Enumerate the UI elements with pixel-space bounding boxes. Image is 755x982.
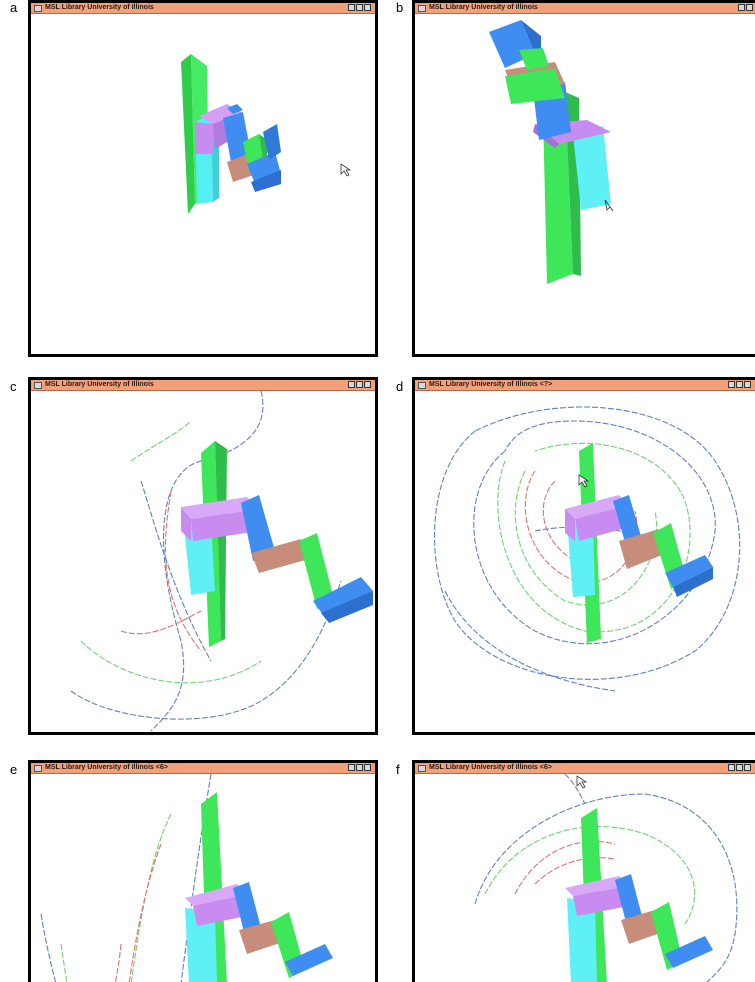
window-a[interactable]: MSL Library University of Illinois bbox=[28, 0, 378, 357]
maximize-icon[interactable] bbox=[746, 4, 753, 11]
window-title: MSL Library University of Illinois bbox=[45, 4, 154, 11]
window-title: MSL Library University of Illinois <6> bbox=[45, 764, 168, 771]
minimize-icon[interactable] bbox=[738, 4, 745, 11]
title-bar[interactable]: MSL Library University of Illinois <?> bbox=[415, 380, 755, 391]
system-menu-icon[interactable] bbox=[34, 5, 42, 12]
robot-arm-scene[interactable] bbox=[31, 391, 375, 735]
robot-arm-scene[interactable] bbox=[415, 391, 755, 735]
title-bar[interactable]: MSL Library University of Illinois bbox=[31, 3, 375, 14]
window-b[interactable]: MSL Library University of Illinois bbox=[412, 0, 755, 357]
pointer-cursor-icon bbox=[578, 474, 590, 488]
window-c[interactable]: MSL Library University of Illinois bbox=[28, 377, 378, 735]
title-bar[interactable]: MSL Library University of Illinois bbox=[31, 380, 375, 391]
panel-label-e: e bbox=[10, 762, 18, 777]
panel-label-d: d bbox=[396, 379, 404, 394]
maximize-icon[interactable] bbox=[736, 381, 743, 388]
close-icon[interactable] bbox=[364, 4, 371, 11]
system-menu-icon[interactable] bbox=[418, 765, 426, 772]
minimize-icon[interactable] bbox=[348, 764, 355, 771]
minimize-icon[interactable] bbox=[348, 381, 355, 388]
maximize-icon[interactable] bbox=[356, 4, 363, 11]
title-bar[interactable]: MSL Library University of Illinois <6> bbox=[415, 763, 755, 774]
pointer-cursor-icon bbox=[604, 199, 614, 212]
close-icon[interactable] bbox=[364, 764, 371, 771]
window-d[interactable]: MSL Library University of Illinois <?> bbox=[412, 377, 755, 735]
window-f[interactable]: MSL Library University of Illinois <6> bbox=[412, 760, 755, 982]
robot-arm-scene[interactable] bbox=[31, 14, 375, 354]
robot-arm-scene[interactable] bbox=[31, 774, 375, 982]
title-bar[interactable]: MSL Library University of Illinois <6> bbox=[31, 763, 375, 774]
minimize-icon[interactable] bbox=[728, 764, 735, 771]
window-title: MSL Library University of Illinois bbox=[429, 4, 538, 11]
close-icon[interactable] bbox=[744, 764, 751, 771]
system-menu-icon[interactable] bbox=[418, 5, 426, 12]
maximize-icon[interactable] bbox=[736, 764, 743, 771]
pointer-cursor-icon bbox=[340, 163, 352, 177]
window-title: MSL Library University of Illinois <?> bbox=[429, 381, 553, 388]
panel-label-b: b bbox=[396, 0, 404, 15]
window-title: MSL Library University of Illinois bbox=[45, 381, 154, 388]
title-bar[interactable]: MSL Library University of Illinois bbox=[415, 3, 755, 14]
panel-label-c: c bbox=[10, 379, 17, 394]
close-icon[interactable] bbox=[744, 381, 751, 388]
panel-label-a: a bbox=[10, 0, 18, 15]
pointer-cursor-icon bbox=[576, 775, 588, 789]
minimize-icon[interactable] bbox=[728, 381, 735, 388]
system-menu-icon[interactable] bbox=[418, 382, 426, 389]
maximize-icon[interactable] bbox=[356, 381, 363, 388]
robot-arm-scene[interactable] bbox=[415, 14, 755, 354]
window-e[interactable]: MSL Library University of Illinois <6> bbox=[28, 760, 378, 982]
panel-label-f: f bbox=[396, 762, 400, 777]
close-icon[interactable] bbox=[364, 381, 371, 388]
maximize-icon[interactable] bbox=[356, 764, 363, 771]
window-title: MSL Library University of Illinois <6> bbox=[429, 764, 552, 771]
robot-arm-scene[interactable] bbox=[415, 774, 755, 982]
system-menu-icon[interactable] bbox=[34, 382, 42, 389]
system-menu-icon[interactable] bbox=[34, 765, 42, 772]
minimize-icon[interactable] bbox=[348, 4, 355, 11]
